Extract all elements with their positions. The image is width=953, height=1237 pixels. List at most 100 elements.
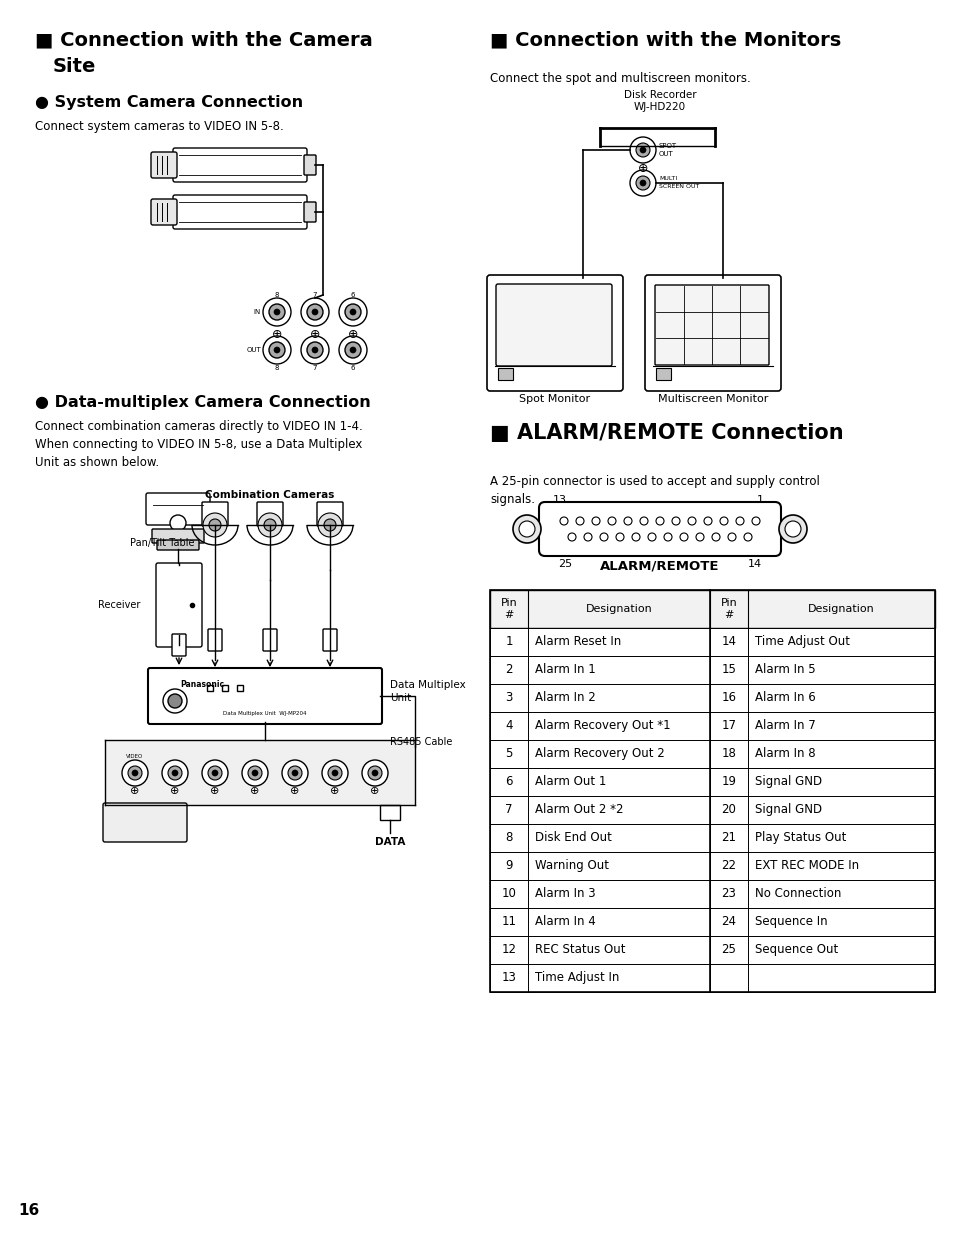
Text: 15: 15 <box>720 663 736 677</box>
FancyBboxPatch shape <box>486 275 622 391</box>
Circle shape <box>307 304 323 320</box>
Circle shape <box>607 517 616 524</box>
Text: 6: 6 <box>351 292 355 298</box>
Circle shape <box>727 533 735 541</box>
Bar <box>490 880 934 908</box>
Text: DATA: DATA <box>375 837 405 847</box>
Text: 1: 1 <box>505 636 512 648</box>
Circle shape <box>288 766 302 781</box>
Text: 14: 14 <box>720 636 736 648</box>
Text: ⊕: ⊕ <box>272 328 282 340</box>
Text: 19: 19 <box>720 776 736 788</box>
FancyBboxPatch shape <box>152 529 204 543</box>
Text: No Connection: No Connection <box>754 887 841 901</box>
Text: Connect the spot and multiscreen monitors.: Connect the spot and multiscreen monitor… <box>490 72 750 85</box>
Bar <box>490 684 934 713</box>
Circle shape <box>513 515 540 543</box>
Circle shape <box>636 143 649 157</box>
Circle shape <box>324 520 335 531</box>
Circle shape <box>172 769 178 776</box>
Circle shape <box>328 766 341 781</box>
FancyBboxPatch shape <box>148 668 381 724</box>
Text: Warning Out: Warning Out <box>535 860 608 872</box>
Text: 10: 10 <box>501 887 516 901</box>
Circle shape <box>735 517 743 524</box>
Text: 25: 25 <box>558 559 572 569</box>
FancyBboxPatch shape <box>256 502 283 526</box>
Circle shape <box>274 348 280 353</box>
FancyBboxPatch shape <box>172 148 307 182</box>
Text: ● System Camera Connection: ● System Camera Connection <box>35 95 303 110</box>
Circle shape <box>263 336 291 364</box>
FancyBboxPatch shape <box>172 635 186 656</box>
Text: Disk End Out: Disk End Out <box>535 831 611 845</box>
Text: Connect combination cameras directly to VIDEO IN 1-4.
When connecting to VIDEO I: Connect combination cameras directly to … <box>35 421 362 469</box>
Circle shape <box>269 304 285 320</box>
FancyBboxPatch shape <box>103 803 187 842</box>
Text: MULTI: MULTI <box>659 176 677 181</box>
Bar <box>656 367 670 380</box>
Text: Alarm In 5: Alarm In 5 <box>754 663 815 677</box>
Bar <box>490 908 934 936</box>
Text: 11: 11 <box>501 915 516 929</box>
Circle shape <box>202 760 228 785</box>
Circle shape <box>711 533 720 541</box>
FancyBboxPatch shape <box>151 199 177 225</box>
FancyBboxPatch shape <box>151 152 177 178</box>
Circle shape <box>282 760 308 785</box>
Circle shape <box>583 533 592 541</box>
FancyBboxPatch shape <box>146 494 210 524</box>
Circle shape <box>345 304 360 320</box>
Text: Signal GND: Signal GND <box>754 804 821 816</box>
Text: Alarm In 4: Alarm In 4 <box>535 915 595 929</box>
Text: 25: 25 <box>720 944 736 956</box>
Text: ■ Connection with the Camera: ■ Connection with the Camera <box>35 30 373 49</box>
Bar <box>497 367 513 380</box>
Circle shape <box>656 517 663 524</box>
Circle shape <box>629 169 656 195</box>
Text: Data Multiplex
Unit: Data Multiplex Unit <box>390 680 465 703</box>
Text: Alarm In 1: Alarm In 1 <box>535 663 595 677</box>
Circle shape <box>332 769 337 776</box>
Text: Alarm In 8: Alarm In 8 <box>754 747 815 761</box>
Circle shape <box>317 513 341 537</box>
Bar <box>490 768 934 795</box>
FancyBboxPatch shape <box>316 502 343 526</box>
Circle shape <box>784 521 801 537</box>
FancyBboxPatch shape <box>156 563 202 647</box>
Text: 21: 21 <box>720 831 736 845</box>
Text: ALARM/REMOTE: ALARM/REMOTE <box>599 559 719 573</box>
Text: 14: 14 <box>747 559 761 569</box>
Circle shape <box>751 517 760 524</box>
FancyBboxPatch shape <box>304 155 315 174</box>
Text: 16: 16 <box>720 691 736 705</box>
Circle shape <box>743 533 751 541</box>
Circle shape <box>252 769 257 776</box>
Text: Panasonic: Panasonic <box>180 680 224 689</box>
Text: SPOT: SPOT <box>659 143 677 148</box>
Text: 4: 4 <box>505 720 512 732</box>
Text: ⊕: ⊕ <box>250 785 259 795</box>
Bar <box>490 740 934 768</box>
Circle shape <box>671 517 679 524</box>
Text: 17: 17 <box>720 720 736 732</box>
Text: Alarm Recovery Out 2: Alarm Recovery Out 2 <box>535 747 664 761</box>
Circle shape <box>264 520 275 531</box>
Circle shape <box>639 181 645 186</box>
Bar <box>105 740 415 805</box>
Text: Time Adjust Out: Time Adjust Out <box>754 636 849 648</box>
Circle shape <box>779 515 806 543</box>
FancyBboxPatch shape <box>655 285 768 365</box>
Circle shape <box>345 341 360 357</box>
Text: 5: 5 <box>505 747 512 761</box>
Text: Alarm In 3: Alarm In 3 <box>535 887 595 901</box>
Text: Designation: Designation <box>585 604 652 614</box>
Text: 8: 8 <box>505 831 512 845</box>
Circle shape <box>518 521 535 537</box>
Text: VIDEO: VIDEO <box>126 755 144 760</box>
Circle shape <box>679 533 687 541</box>
Circle shape <box>168 694 182 708</box>
Text: Signal GND: Signal GND <box>754 776 821 788</box>
Circle shape <box>312 309 317 315</box>
Text: A 25-pin connector is used to accept and supply control
signals.: A 25-pin connector is used to accept and… <box>490 475 819 506</box>
